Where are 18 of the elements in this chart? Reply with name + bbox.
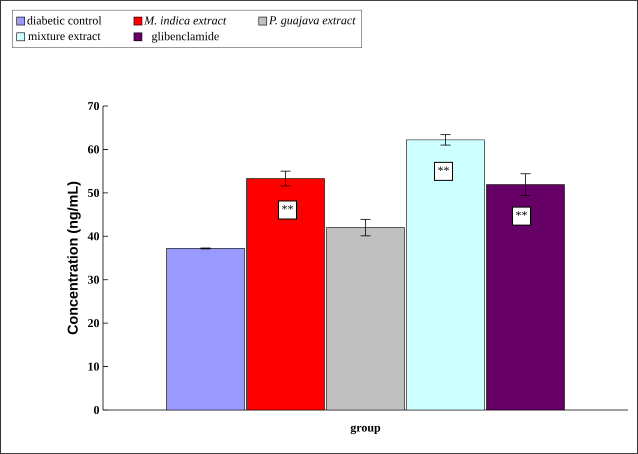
y-tick-label: 40 bbox=[88, 232, 100, 240]
y-tick-label: 30 bbox=[88, 276, 100, 284]
legend-label: M. indica extract bbox=[144, 16, 226, 25]
legend-label: glibenclamide bbox=[152, 32, 219, 43]
y-axis-title: Concentration (ng/mL) bbox=[67, 182, 81, 334]
legend-label: mixture extract bbox=[28, 32, 101, 40]
y-tick-label: 60 bbox=[88, 145, 100, 154]
data-label: ** bbox=[282, 205, 293, 210]
y-tick-label: 70 bbox=[88, 102, 100, 110]
x-axis-title: group bbox=[350, 425, 380, 434]
y-tick-label: 50 bbox=[88, 188, 100, 197]
data-label: ** bbox=[438, 166, 449, 171]
legend-label: diabetic control bbox=[27, 16, 102, 25]
y-tick-label: 20 bbox=[88, 319, 100, 328]
y-tick-label: 0 bbox=[94, 406, 100, 414]
data-label: ** bbox=[516, 211, 527, 216]
legend-label: P. guajava extract bbox=[268, 16, 356, 27]
y-tick-label: 10 bbox=[88, 362, 100, 371]
